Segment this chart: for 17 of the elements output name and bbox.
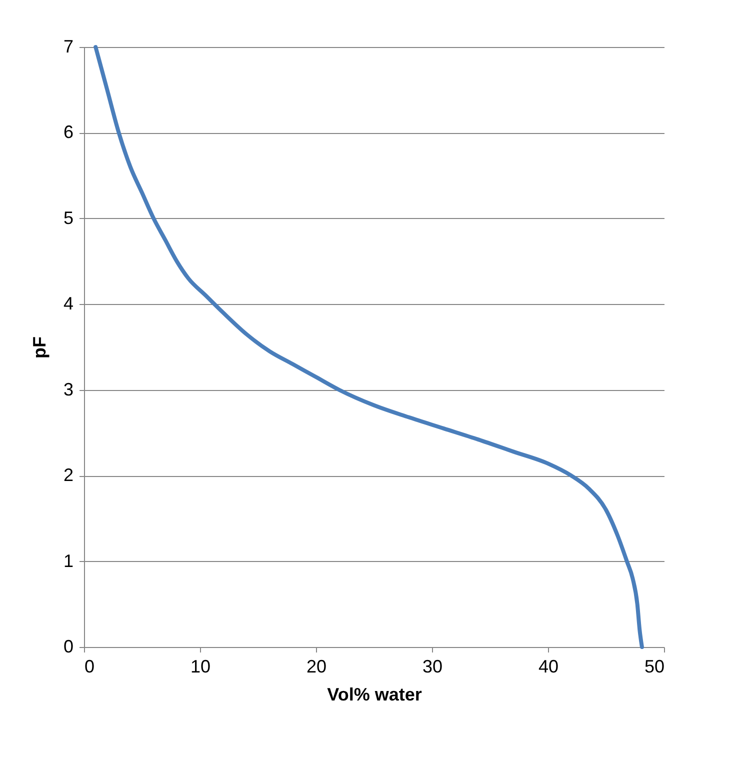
x-tick-label: 10 [190,656,211,676]
y-tick-label: 1 [63,550,74,571]
x-tick-label: 20 [306,656,327,676]
y-tick-label: 7 [63,36,74,56]
y-tick-label: 3 [63,379,74,400]
y-tick-label: 5 [63,208,74,228]
y-axis-title: pF [29,336,50,358]
x-axis-title: Vol% water [327,684,422,704]
y-tick-label: 0 [63,636,74,656]
x-tick-label: 0 [84,656,95,676]
x-tick-label: 30 [422,656,443,676]
y-tick-label: 6 [63,122,74,142]
x-tick-label: 50 [644,656,664,676]
line-series [94,45,644,649]
y-tick-label: 4 [63,294,74,314]
x-tick-label: 40 [538,656,559,676]
y-tick-label: 2 [63,465,74,486]
